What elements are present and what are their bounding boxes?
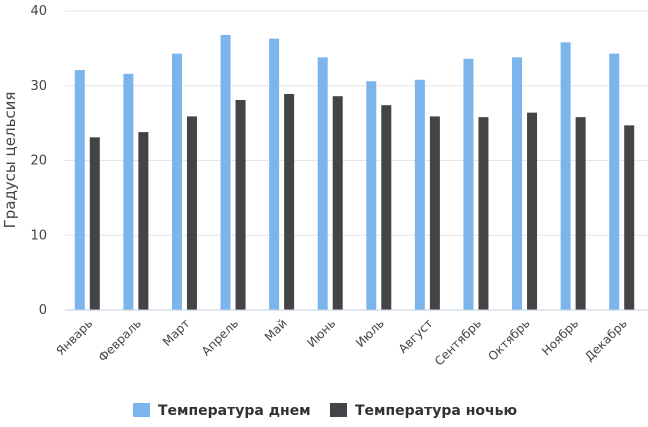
bar-night-2[interactable] xyxy=(186,116,197,311)
y-axis-label: Градусы цельсия xyxy=(1,92,19,229)
bar-day-9[interactable] xyxy=(512,57,523,310)
bar-night-0[interactable] xyxy=(89,137,100,310)
x-tick-label: Ноябрь xyxy=(539,316,581,358)
bar-day-0[interactable] xyxy=(74,70,85,311)
x-tick-label: Март xyxy=(160,316,193,349)
legend-item-night[interactable]: Температура ночью xyxy=(330,403,517,419)
y-tick-label: 20 xyxy=(30,154,47,169)
y-tick-label: 30 xyxy=(30,79,47,94)
bar-night-5[interactable] xyxy=(332,96,343,310)
x-tick-label: Апрель xyxy=(199,316,241,358)
bar-day-5[interactable] xyxy=(317,57,328,310)
x-tick-label: Июль xyxy=(353,316,387,350)
y-tick-label: 0 xyxy=(39,303,47,318)
bar-day-3[interactable] xyxy=(220,34,231,311)
x-tick-label: Февраль xyxy=(96,316,144,364)
bar-night-3[interactable] xyxy=(235,99,246,310)
bar-day-1[interactable] xyxy=(123,73,134,310)
bar-day-11[interactable] xyxy=(609,53,620,311)
bar-night-1[interactable] xyxy=(138,132,149,310)
bar-day-6[interactable] xyxy=(366,81,377,310)
x-tick-label: Декабрь xyxy=(582,316,630,364)
y-tick-label: 40 xyxy=(30,4,47,19)
y-tick-label: 10 xyxy=(30,228,47,243)
x-tick-label: Май xyxy=(262,316,290,344)
bar-night-9[interactable] xyxy=(527,112,538,310)
bar-night-8[interactable] xyxy=(478,117,489,311)
bar-night-11[interactable] xyxy=(624,125,635,311)
y-axis-ticks: 0 10 20 30 40 xyxy=(30,4,47,318)
bar-night-6[interactable] xyxy=(381,105,392,310)
legend-label: Температура днем xyxy=(158,403,311,419)
bars xyxy=(74,34,635,311)
bar-day-7[interactable] xyxy=(414,79,425,311)
bar-night-4[interactable] xyxy=(284,93,295,310)
grid-lines xyxy=(65,10,648,236)
bar-day-4[interactable] xyxy=(269,38,280,310)
legend-swatch xyxy=(330,403,347,417)
legend: Температура днем Температура ночью xyxy=(133,403,517,419)
bar-night-7[interactable] xyxy=(429,116,440,311)
x-tick-label: Сентябрь xyxy=(432,316,484,368)
bar-day-8[interactable] xyxy=(463,58,474,311)
legend-item-day[interactable]: Температура днем xyxy=(133,403,311,419)
bar-night-10[interactable] xyxy=(575,117,586,311)
x-tick-label: Октябрь xyxy=(485,316,532,363)
x-tick-label: Январь xyxy=(53,316,95,358)
x-tick-label: Август xyxy=(396,316,436,356)
x-axis-ticks: Январь Февраль Март Апрель Май Июнь Июль Август… xyxy=(53,316,629,368)
bar-day-10[interactable] xyxy=(560,42,571,311)
legend-swatch xyxy=(133,403,150,417)
bar-day-2[interactable] xyxy=(171,53,182,311)
legend-label: Температура ночью xyxy=(355,403,517,419)
x-tick-label: Июнь xyxy=(304,316,338,350)
